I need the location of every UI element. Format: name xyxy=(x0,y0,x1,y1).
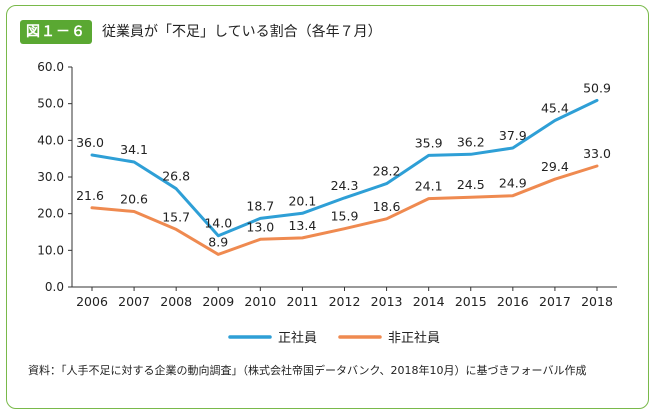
data-label: 50.9 xyxy=(583,80,611,95)
data-label: 20.1 xyxy=(288,193,316,208)
y-tick-label: 10.0 xyxy=(37,243,64,257)
x-tick-label: 2007 xyxy=(118,294,150,309)
x-tick-label: 2011 xyxy=(287,294,319,309)
data-label: 14.0 xyxy=(204,216,232,231)
data-label: 24.3 xyxy=(331,178,359,193)
y-tick-label: 20.0 xyxy=(37,207,64,221)
figure-frame xyxy=(6,5,649,409)
data-label: 24.1 xyxy=(415,179,443,194)
data-label: 35.9 xyxy=(415,135,443,150)
x-tick-label: 2010 xyxy=(244,294,276,309)
x-tick-label: 2018 xyxy=(581,294,613,309)
data-label: 28.2 xyxy=(373,164,401,179)
data-label: 33.0 xyxy=(583,146,611,161)
data-label: 26.8 xyxy=(162,169,190,184)
data-label: 24.9 xyxy=(499,176,527,191)
legend-label-1: 正社員 xyxy=(278,330,317,346)
data-label: 24.5 xyxy=(457,177,485,192)
source-note: 資料：「人手不足に対する企業の動向調査」（株式会社帝国データバンク、2018年1… xyxy=(28,364,587,377)
data-label: 34.1 xyxy=(120,142,148,157)
series-line-1 xyxy=(90,98,599,238)
x-tick-label: 2014 xyxy=(413,294,445,309)
chart-title: 従業員が「不足」している割合（各年７月） xyxy=(102,24,382,40)
x-tick-label: 2008 xyxy=(160,294,192,309)
y-tick-label: 40.0 xyxy=(37,133,64,147)
figure-number-badge: 図１－６ xyxy=(20,20,92,44)
x-tick-label: 2013 xyxy=(371,294,403,309)
data-label: 15.9 xyxy=(331,209,359,224)
data-label: 15.7 xyxy=(162,209,190,224)
data-label: 20.6 xyxy=(120,191,148,206)
data-label: 45.4 xyxy=(541,101,569,116)
y-tick-label: 50.0 xyxy=(37,97,64,111)
y-tick-label: 0.0 xyxy=(45,280,64,294)
x-tick-label: 2006 xyxy=(76,294,108,309)
data-label: 18.6 xyxy=(373,199,401,214)
x-tick-label: 2015 xyxy=(455,294,487,309)
data-label: 29.4 xyxy=(541,159,569,174)
data-label: 8.9 xyxy=(208,234,228,249)
data-label: 13.0 xyxy=(246,219,274,234)
y-tick-label: 60.0 xyxy=(37,60,64,74)
y-tick-label: 30.0 xyxy=(37,170,64,184)
data-label: 37.9 xyxy=(499,128,527,143)
series-line-2 xyxy=(90,164,599,256)
data-label: 36.0 xyxy=(76,135,104,150)
x-tick-label: 2017 xyxy=(539,294,571,309)
data-label: 18.7 xyxy=(246,198,274,213)
x-tick-label: 2012 xyxy=(329,294,361,309)
legend-label-2: 非正社員 xyxy=(388,330,440,346)
data-label: 13.4 xyxy=(288,218,316,233)
data-label: 36.2 xyxy=(457,134,485,149)
x-tick-label: 2016 xyxy=(497,294,529,309)
x-tick-label: 2009 xyxy=(202,294,234,309)
data-label: 21.6 xyxy=(76,188,104,203)
